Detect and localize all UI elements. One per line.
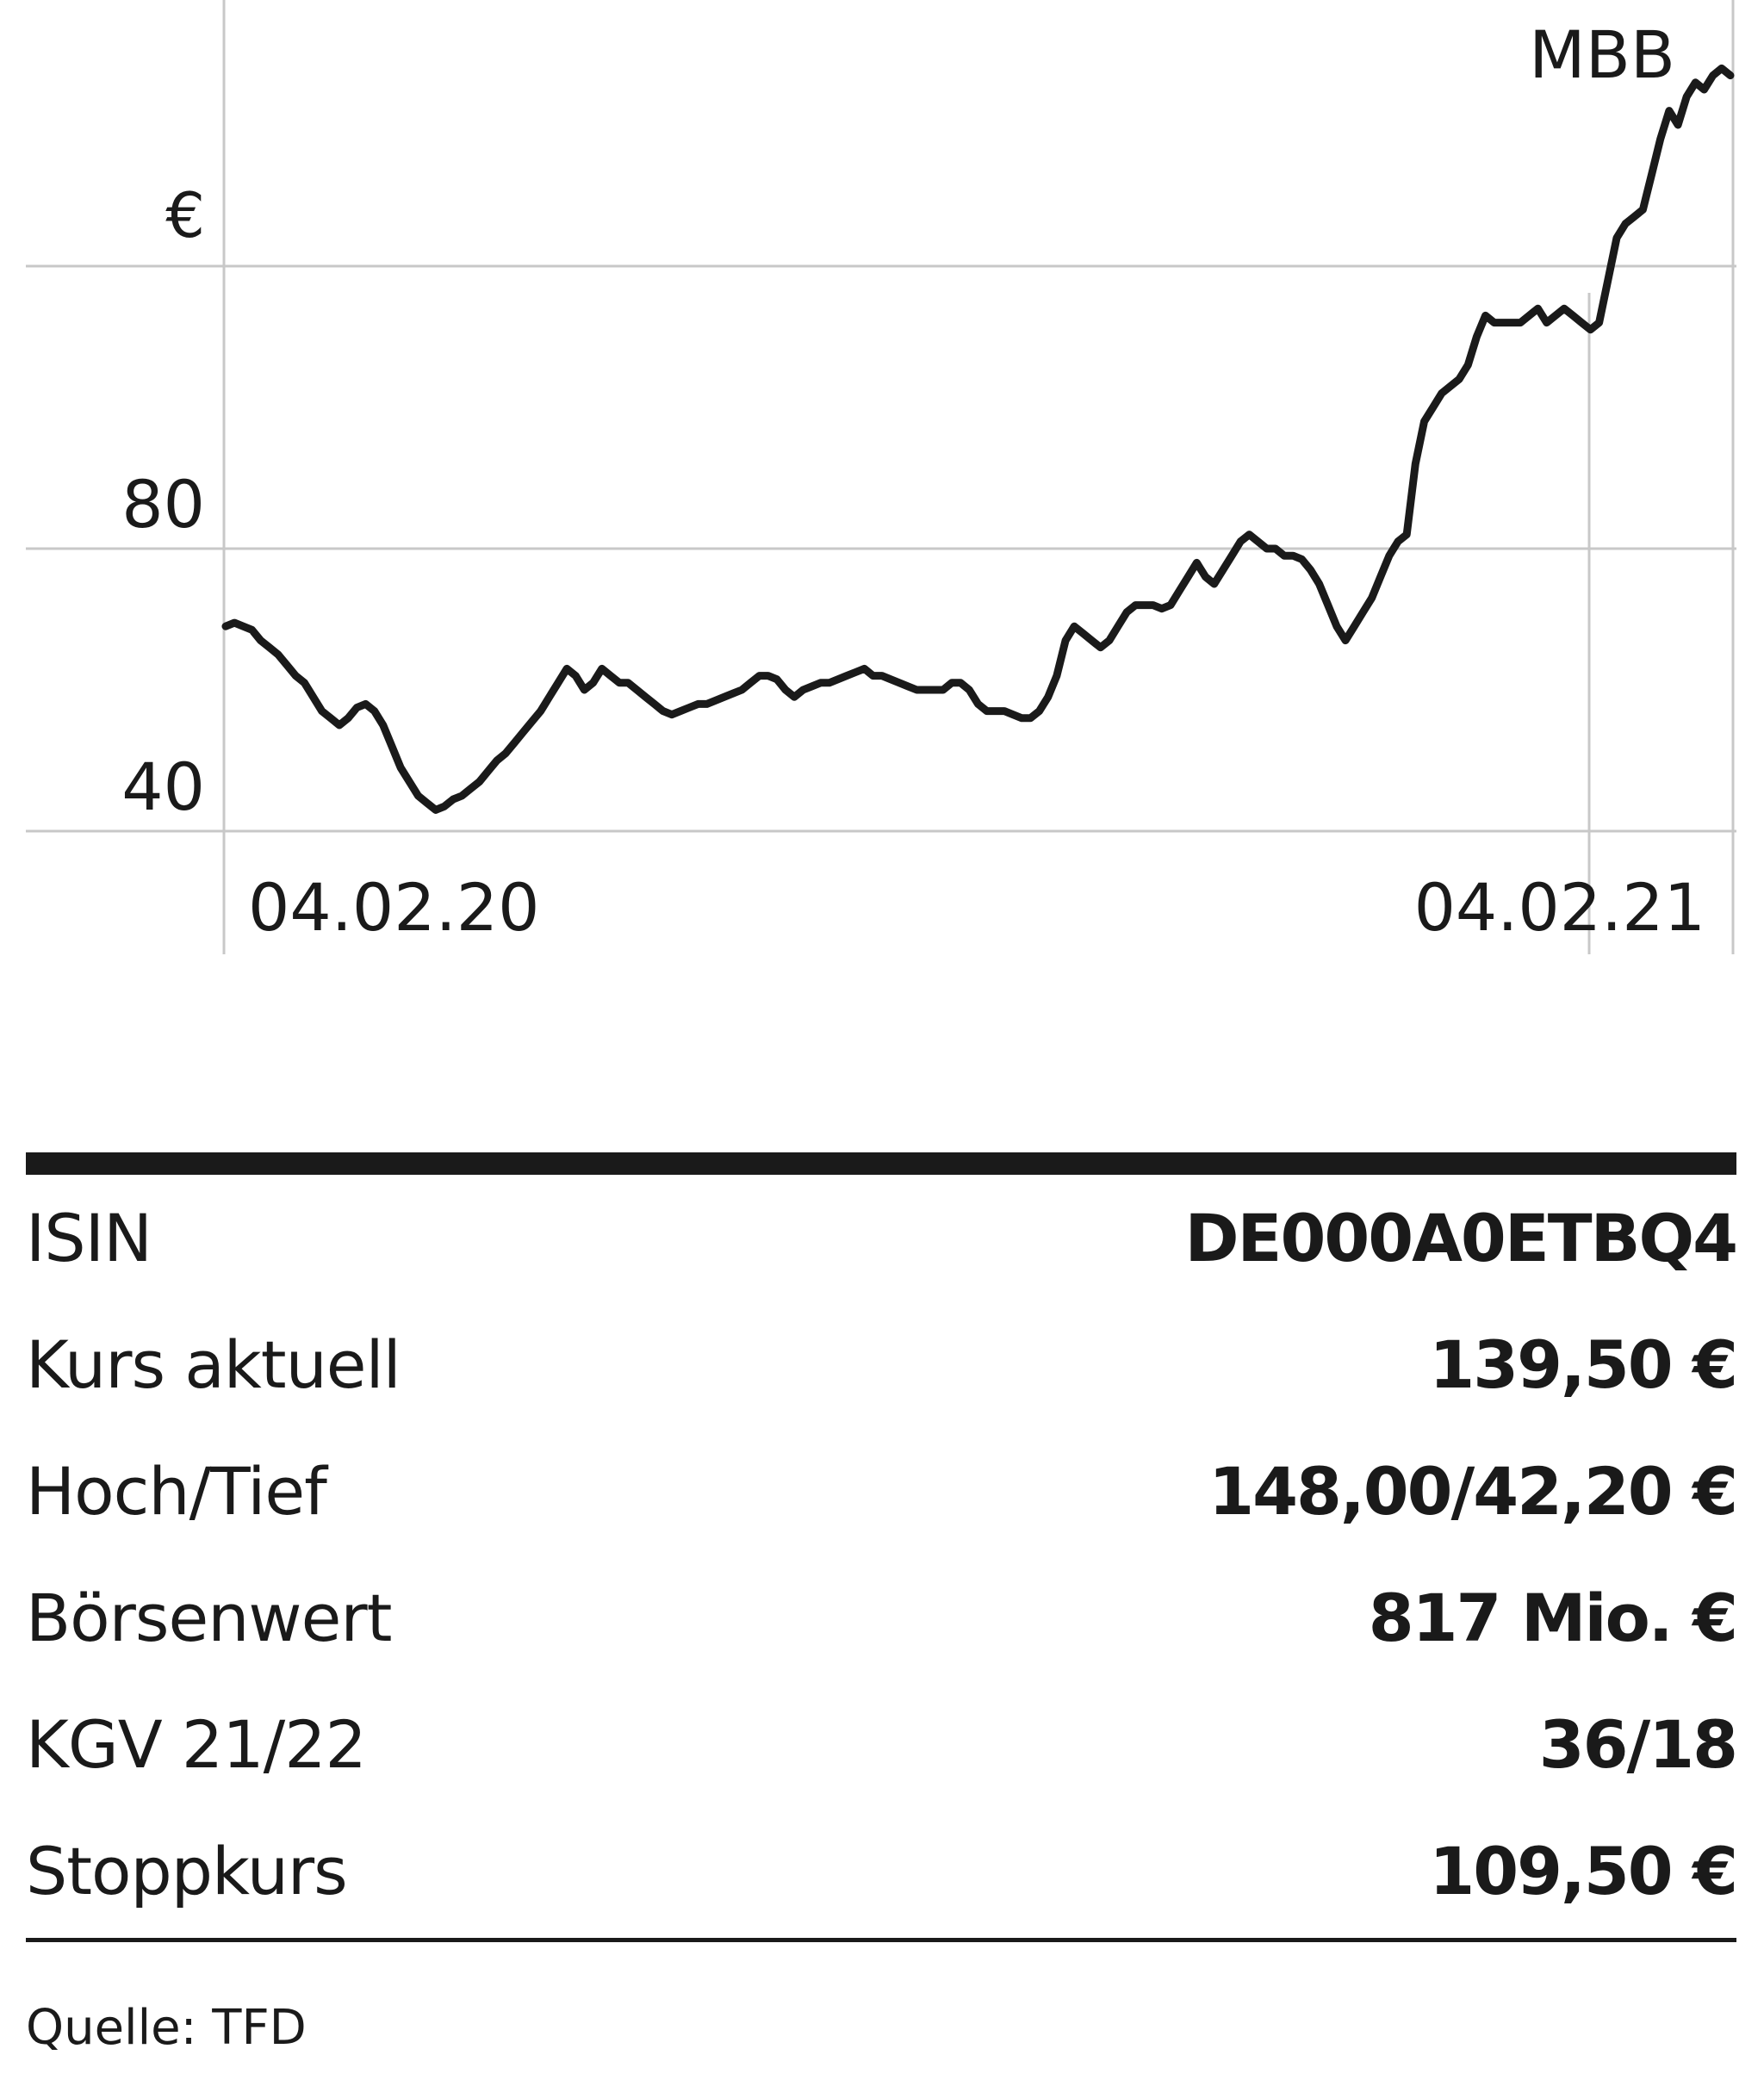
facts-label: Kurs aktuell bbox=[26, 1326, 401, 1403]
facts-bottom-rule bbox=[26, 1938, 1736, 1942]
facts-row-hochtief: Hoch/Tief 148,00/42,20 € bbox=[26, 1428, 1738, 1555]
facts-top-rule bbox=[26, 1152, 1736, 1175]
series-line-0 bbox=[221, 64, 1735, 814]
facts-value: 817 Mio. € bbox=[1368, 1580, 1738, 1656]
facts-value: 139,50 € bbox=[1429, 1326, 1738, 1403]
x-tick-labels: 04.02.20 04.02.21 bbox=[248, 869, 1705, 946]
facts-table: ISIN DE000A0ETBQ4 Kurs aktuell 139,50 € … bbox=[26, 1152, 1738, 1942]
facts-label: Hoch/Tief bbox=[26, 1453, 327, 1530]
facts-row-boersenwert: Börsenwert 817 Mio. € bbox=[26, 1555, 1738, 1681]
y-tick-label: 40 bbox=[121, 748, 205, 825]
y-tick-labels: 40 80 bbox=[121, 466, 205, 825]
facts-label: Stoppkurs bbox=[26, 1833, 348, 1909]
facts-row-kurs: Kurs aktuell 139,50 € bbox=[26, 1301, 1738, 1428]
x-tick-label: 04.02.21 bbox=[1414, 869, 1705, 946]
facts-value: 109,50 € bbox=[1429, 1833, 1738, 1909]
grid-lines bbox=[26, 0, 1736, 954]
y-tick-label: 80 bbox=[121, 466, 205, 543]
facts-row-isin: ISIN DE000A0ETBQ4 bbox=[26, 1175, 1738, 1301]
source-note: Quelle: TFD bbox=[26, 2000, 307, 2056]
facts-row-kgv: KGV 21/22 36/18 bbox=[26, 1681, 1738, 1808]
series-layer bbox=[221, 64, 1735, 814]
facts-value: 148,00/42,20 € bbox=[1208, 1453, 1738, 1530]
facts-label: KGV 21/22 bbox=[26, 1706, 367, 1783]
facts-value: DE000A0ETBQ4 bbox=[1184, 1200, 1738, 1276]
facts-label: Börsenwert bbox=[26, 1580, 392, 1656]
facts-row-stoppkurs: Stoppkurs 109,50 € bbox=[26, 1808, 1738, 1934]
facts-value: 36/18 bbox=[1538, 1706, 1738, 1783]
y-axis-unit: € bbox=[165, 179, 205, 251]
price-chart: MBB € 40 80 04.02.20 04.02.21 bbox=[26, 0, 1736, 954]
facts-label: ISIN bbox=[26, 1200, 152, 1276]
x-tick-label: 04.02.20 bbox=[248, 869, 539, 946]
chart-title: MBB bbox=[1529, 16, 1675, 93]
